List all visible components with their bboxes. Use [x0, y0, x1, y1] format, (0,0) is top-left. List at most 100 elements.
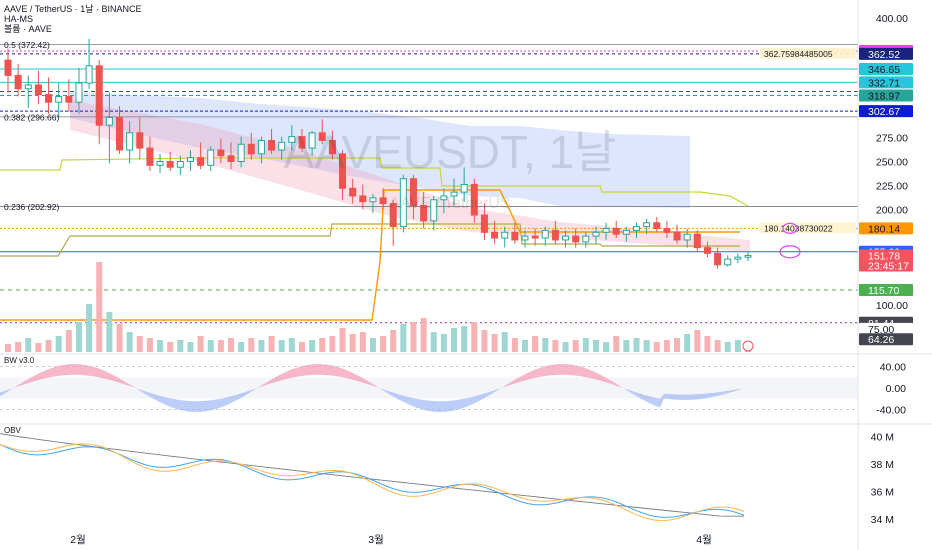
candle-body [278, 141, 286, 151]
osc-fill-segment [348, 370, 352, 380]
candle-body [622, 229, 630, 235]
volume-bar [167, 342, 174, 352]
price-tick-3: 225.00 [876, 180, 908, 192]
candle-body [339, 153, 347, 189]
osc-fill-segment [260, 383, 264, 388]
osc-fill-segment [512, 379, 516, 385]
osc-fill-segment [516, 376, 520, 384]
osc-fill-segment [92, 366, 96, 377]
volume-bar [106, 312, 113, 352]
volume-bar [369, 338, 376, 352]
osc-fill-segment [316, 364, 320, 375]
osc-fill-segment [712, 392, 716, 398]
osc-fill-segment [352, 372, 356, 381]
osc-fill-segment [152, 393, 156, 401]
osc-fill-segment [484, 392, 488, 399]
osc-fill-segment [136, 388, 140, 391]
indicator-volume-label[interactable]: 볼륨 · AAVE [4, 24, 52, 34]
volume-bar [410, 322, 417, 352]
osc-fill-segment [424, 400, 428, 411]
osc-fill-segment [488, 391, 492, 397]
osc-fill-segment [68, 364, 72, 375]
price-badge-2 [859, 63, 913, 76]
volume-bar [491, 334, 498, 352]
osc-fill-segment [228, 396, 232, 405]
osc-fill-segment [732, 389, 736, 392]
candle-body [734, 256, 742, 260]
osc-fill-segment [616, 383, 620, 387]
osc-fill-segment [716, 391, 720, 397]
volume-bar [694, 330, 701, 352]
osc-fill-segment [576, 365, 580, 377]
candle-body [14, 74, 22, 90]
obv-envelope-line [0, 433, 744, 517]
osc-fill-segment [368, 381, 372, 386]
candle-body [308, 132, 316, 149]
osc-fill-segment [600, 374, 604, 382]
osc-fill-segment [4, 389, 8, 394]
price-badge-3 [859, 76, 913, 89]
osc-fill-segment [724, 390, 728, 395]
candle-body [714, 252, 722, 266]
osc-fill-segment [324, 364, 328, 376]
price-badge-label-5: 302.67 [868, 106, 900, 118]
candle-body [257, 139, 265, 155]
candle-body [501, 231, 509, 239]
osc-fill-segment [740, 388, 744, 390]
volume-bar [359, 332, 366, 352]
price-badge-label-8: 151.78 [868, 250, 900, 262]
osc-fill-segment [636, 392, 640, 399]
magenta-circle-marker-upper [782, 222, 798, 234]
osc-fill-segment [176, 399, 180, 410]
osc-fill-segment [140, 389, 144, 394]
obv-tick-3: 34 M [871, 514, 894, 526]
oscillator-pane-label[interactable]: BW v3.0 [4, 356, 35, 365]
candle-body [409, 178, 417, 207]
volume-bar [136, 336, 143, 352]
osc-fill-segment [456, 399, 460, 411]
osc-fill-segment [240, 392, 244, 399]
volume-bar [663, 340, 670, 352]
osc-fill-segment [404, 395, 408, 405]
indicator-ha-ms-label[interactable]: HA-MS [4, 14, 33, 24]
osc-fill-segment [504, 383, 508, 388]
volume-bar [471, 322, 478, 352]
candle-body [4, 59, 12, 76]
volume-bar [481, 330, 488, 352]
osc-fill-segment [540, 366, 544, 377]
obv-pane-label[interactable]: OBV [4, 426, 21, 435]
osc-fill-segment [448, 400, 452, 412]
osc-fill-segment [252, 388, 256, 392]
volume-bar [228, 338, 235, 352]
fib-label-2: 0.236 (202.92) [4, 202, 59, 212]
trend-line-orange [0, 189, 740, 321]
watermark-name: AAVE / TetherUS [389, 195, 510, 212]
candle-body [34, 84, 42, 96]
symbol-title[interactable]: AAVE / TetherUS · 1날 · BINANCE [4, 4, 142, 14]
osc-fill-segment [672, 394, 676, 400]
osc-fill-segment [96, 367, 100, 378]
osc-fill-segment [268, 379, 272, 385]
osc-fill-segment [120, 378, 124, 385]
candle-body [268, 139, 276, 151]
watermark-symbol: AAVEUSDT, 1날 [284, 126, 617, 178]
volume-bar [704, 336, 711, 352]
candle-body [379, 197, 387, 205]
osc-fill-segment [292, 367, 296, 378]
osc-fill-segment [356, 374, 360, 382]
volume-bar [552, 340, 559, 352]
osc-fill-segment [16, 383, 20, 388]
osc-fill-segment [60, 364, 64, 376]
osc-fill-segment [428, 400, 432, 412]
osc-fill-segment [604, 376, 608, 383]
osc-fill-segment [480, 393, 484, 401]
price-badge-9 [859, 283, 913, 296]
osc-fill-segment [376, 385, 380, 389]
osc-fill-segment [580, 366, 584, 377]
candle-body [470, 183, 478, 216]
osc-fill-segment [224, 397, 228, 407]
candle-body [328, 139, 336, 155]
x-axis-label-0: 2월 [70, 534, 86, 546]
